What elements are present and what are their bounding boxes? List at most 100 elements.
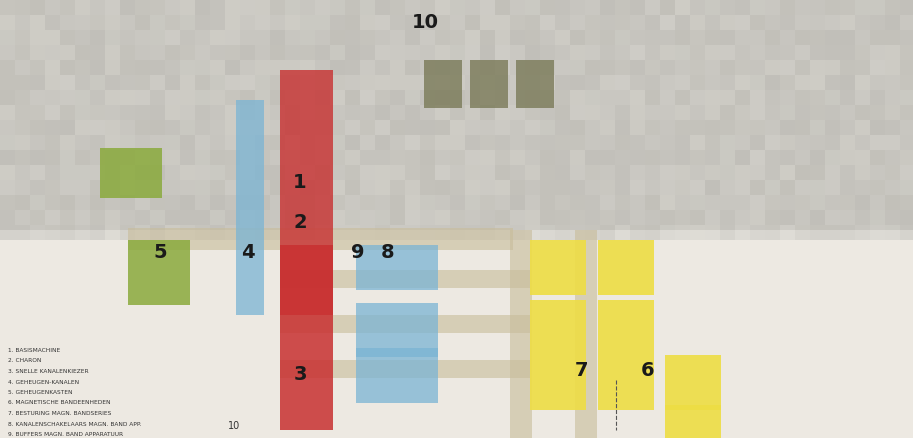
Bar bbox=[675, 120, 690, 135]
Bar bbox=[315, 60, 330, 75]
Bar bbox=[120, 180, 135, 195]
Bar bbox=[270, 60, 285, 75]
Bar bbox=[825, 195, 840, 210]
Bar bbox=[495, 120, 510, 135]
Bar bbox=[540, 180, 555, 195]
Bar bbox=[855, 45, 870, 60]
Bar bbox=[690, 135, 705, 150]
Bar bbox=[750, 210, 765, 225]
Bar bbox=[330, 225, 345, 240]
Bar bbox=[570, 90, 585, 105]
Bar bbox=[555, 15, 570, 30]
Bar bbox=[810, 60, 825, 75]
Bar bbox=[105, 45, 120, 60]
Bar bbox=[285, 165, 300, 180]
Bar bbox=[420, 75, 435, 90]
Bar bbox=[30, 60, 45, 75]
Bar bbox=[225, 30, 240, 45]
Bar bbox=[60, 15, 75, 30]
Text: 6. MAGNETISCHE BANDEENHEDEN: 6. MAGNETISCHE BANDEENHEDEN bbox=[8, 400, 110, 406]
Bar bbox=[100, 148, 162, 198]
Bar bbox=[75, 45, 90, 60]
Bar bbox=[615, 45, 630, 60]
Bar bbox=[135, 75, 150, 90]
Bar bbox=[630, 15, 645, 30]
Bar bbox=[855, 60, 870, 75]
Bar bbox=[360, 75, 375, 90]
Bar bbox=[45, 30, 60, 45]
Bar bbox=[0, 195, 15, 210]
Bar bbox=[345, 180, 360, 195]
Bar bbox=[285, 135, 300, 150]
Bar bbox=[15, 180, 30, 195]
Bar bbox=[15, 195, 30, 210]
Bar bbox=[75, 60, 90, 75]
Bar bbox=[435, 210, 450, 225]
Bar bbox=[660, 75, 675, 90]
Bar bbox=[840, 30, 855, 45]
Bar bbox=[675, 0, 690, 15]
Bar bbox=[75, 150, 90, 165]
Bar bbox=[525, 105, 540, 120]
Bar bbox=[630, 105, 645, 120]
Bar bbox=[15, 90, 30, 105]
Bar bbox=[165, 165, 180, 180]
Bar bbox=[450, 120, 465, 135]
Bar bbox=[90, 45, 105, 60]
Bar bbox=[885, 225, 900, 240]
Bar bbox=[60, 45, 75, 60]
Bar bbox=[240, 150, 255, 165]
Bar bbox=[570, 195, 585, 210]
Bar bbox=[630, 0, 645, 15]
Bar bbox=[525, 15, 540, 30]
Bar bbox=[225, 210, 240, 225]
Bar bbox=[495, 195, 510, 210]
Bar bbox=[210, 60, 225, 75]
Bar bbox=[285, 15, 300, 30]
Bar bbox=[900, 75, 913, 90]
Bar bbox=[300, 210, 315, 225]
Bar bbox=[60, 225, 75, 240]
Bar bbox=[765, 150, 780, 165]
Bar bbox=[525, 0, 540, 15]
Bar bbox=[135, 60, 150, 75]
Bar bbox=[885, 60, 900, 75]
Bar bbox=[465, 225, 480, 240]
Bar bbox=[615, 0, 630, 15]
Bar bbox=[690, 195, 705, 210]
Text: 9: 9 bbox=[352, 243, 365, 261]
Bar bbox=[195, 75, 210, 90]
Bar bbox=[105, 135, 120, 150]
Bar bbox=[900, 45, 913, 60]
Bar bbox=[825, 90, 840, 105]
Bar bbox=[600, 0, 615, 15]
Bar bbox=[195, 90, 210, 105]
Bar bbox=[495, 45, 510, 60]
Bar bbox=[690, 90, 705, 105]
Bar bbox=[330, 210, 345, 225]
Bar bbox=[855, 15, 870, 30]
Bar bbox=[480, 135, 495, 150]
Bar bbox=[180, 15, 195, 30]
Bar bbox=[240, 225, 255, 240]
Bar bbox=[300, 180, 315, 195]
Bar bbox=[105, 120, 120, 135]
Bar bbox=[390, 30, 405, 45]
Bar bbox=[540, 105, 555, 120]
Bar bbox=[345, 135, 360, 150]
Bar bbox=[255, 15, 270, 30]
Bar bbox=[30, 105, 45, 120]
Bar bbox=[420, 195, 435, 210]
Bar bbox=[810, 15, 825, 30]
Bar bbox=[510, 45, 525, 60]
Bar bbox=[255, 225, 270, 240]
Bar bbox=[390, 45, 405, 60]
Bar bbox=[765, 165, 780, 180]
Bar bbox=[210, 150, 225, 165]
Bar bbox=[780, 225, 795, 240]
Bar bbox=[150, 60, 165, 75]
Text: 10: 10 bbox=[228, 421, 240, 431]
Bar bbox=[195, 165, 210, 180]
Bar bbox=[765, 60, 780, 75]
Bar bbox=[15, 105, 30, 120]
